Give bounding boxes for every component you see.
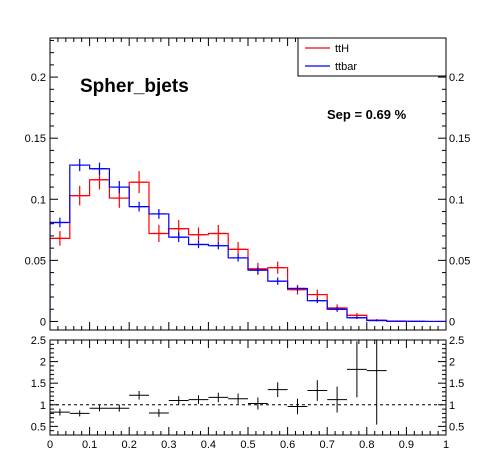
ratio-points (50, 340, 387, 425)
ratio-xtick-label: 0 (47, 439, 53, 451)
error-bar-ttbar (111, 180, 128, 194)
ratio-point (188, 395, 209, 404)
ratio-xtick-label: 0.6 (280, 439, 295, 451)
error-bar-ttbar (190, 240, 207, 249)
error-bar-ttH (190, 227, 207, 243)
error-bar-ttbar (210, 242, 227, 250)
error-bar-ttbar (388, 320, 405, 322)
ratio-point (149, 409, 169, 417)
ratio-plot-tick-labels: 0.5 0.51 11.5 1.52 22.5 2.50 0.1 0.2 0.3 0.4 0.5 0.… (31, 335, 465, 451)
error-bar-ttH (210, 224, 227, 243)
ratio-point (69, 410, 90, 417)
ratio-point (287, 398, 308, 415)
main-plot-tick-labels: 0 0 0.05 0.05 0.1 0.1 0.15 0.15 0.2 0.2 (25, 72, 471, 328)
error-bar-ttH (230, 242, 246, 257)
error-bar-ttbar (309, 298, 326, 304)
top-ytick-label-left: 0.2 (31, 72, 46, 84)
ratio-ytick-label-left: 2 (40, 357, 46, 369)
top-ytick-label-left: 0.1 (31, 194, 46, 206)
error-bar-ttH (131, 171, 147, 194)
ratio-point (267, 382, 288, 397)
plot-title: Spher_bjets (80, 76, 189, 97)
error-bar-ttbar (250, 266, 266, 274)
ratio-point (168, 396, 189, 405)
ratio-point (208, 392, 229, 403)
ratio-ytick-label-right: 0.5 (449, 421, 464, 433)
error-bar-ttH (52, 231, 68, 246)
ratio-ytick-label-left: 2.5 (31, 335, 46, 347)
top-ytick-label-left: 0.05 (25, 255, 46, 267)
legend-label-ttbar: ttbar (335, 61, 357, 73)
ratio-plot-panel: 0.5 0.51 11.5 1.52 22.5 2.50 0.1 0.2 0.3 0.4 0.5 0.… (31, 335, 465, 451)
top-ytick-label-right: 0.05 (449, 255, 470, 267)
ratio-ytick-label-left: 1 (40, 400, 46, 412)
ratio-ytick-label-right: 2.5 (449, 335, 464, 347)
ratio-plot-ticks (49, 339, 447, 435)
ratio-xtick-label: 0.3 (161, 439, 176, 451)
ratio-point (129, 390, 149, 400)
error-bar-ttbar (269, 277, 286, 285)
ratio-point (228, 393, 248, 404)
main-plot-frame (49, 37, 447, 331)
error-bar-ttbar (230, 254, 246, 262)
ratio-xtick-label: 0.1 (82, 439, 97, 451)
legend: ttH ttbar (297, 37, 447, 77)
error-bar-ttH (269, 261, 286, 274)
top-ytick-label-right: 0.1 (449, 194, 464, 206)
ratio-xtick-label: 0.8 (359, 439, 374, 451)
ratio-ytick-label-left: 0.5 (31, 421, 46, 433)
error-bar-ttbar (349, 316, 365, 320)
ratio-xtick-label: 1 (443, 439, 449, 451)
ratio-point (307, 380, 328, 401)
separation-annotation: Sep = 0.69 % (327, 107, 407, 122)
ratio-xtick-label: 0.9 (399, 439, 414, 451)
ratio-xtick-label: 0.2 (122, 439, 137, 451)
top-ytick-label-left: 0.15 (25, 133, 46, 145)
error-bar-ttbar (329, 306, 345, 312)
legend-label-tth: ttH (335, 43, 349, 55)
ratio-point (327, 386, 347, 413)
top-ytick-label-right: 0.2 (449, 72, 464, 84)
top-ytick-label-right: 0 (449, 316, 455, 328)
top-ytick-label-left: 0 (40, 316, 46, 328)
error-bar-ttH (71, 185, 88, 206)
ratio-point (50, 408, 70, 416)
ratio-xtick-label: 0.7 (320, 439, 335, 451)
ratio-xtick-label: 0.5 (240, 439, 255, 451)
ratio-plot-frame (49, 339, 447, 436)
error-bar-ttbar (52, 217, 68, 228)
error-bar-ttbar (71, 158, 88, 172)
error-bar-ttbar (151, 209, 167, 219)
ratio-point (109, 404, 130, 412)
ratio-ytick-label-right: 2 (449, 357, 455, 369)
main-plot-series (50, 158, 446, 323)
ratio-xtick-label: 0.4 (201, 439, 216, 451)
ratio-point (89, 405, 110, 412)
ratio-point (366, 340, 387, 425)
error-bar-ttbar (131, 201, 147, 212)
error-bar-ttH (151, 224, 167, 243)
error-bar-ttbar (170, 232, 187, 243)
error-bar-ttH (309, 289, 326, 300)
top-ytick-label-right: 0.15 (449, 133, 470, 145)
legend-box (297, 37, 447, 77)
main-plot-panel: 0 0 0.05 0.05 0.1 0.1 0.15 0.15 0.2 0.2 Spher_bje… (25, 37, 471, 331)
error-bar-ttbar (91, 162, 108, 175)
error-bar-ttbar (289, 286, 306, 291)
ratio-ytick-label-left: 1.5 (31, 378, 46, 390)
ratio-point (248, 397, 268, 410)
ratio-ytick-label-right: 1.5 (449, 378, 464, 390)
ratio-ytick-label-right: 1 (449, 400, 455, 412)
error-bar-ttbar (368, 319, 385, 322)
ratio-point (347, 341, 367, 398)
